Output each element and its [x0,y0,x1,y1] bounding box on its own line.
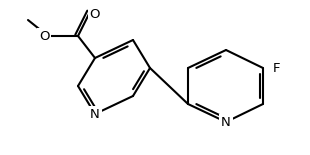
Text: O: O [39,29,49,42]
Text: N: N [221,115,231,128]
Text: N: N [90,108,100,120]
Text: O: O [90,7,100,20]
Text: F: F [273,62,281,75]
